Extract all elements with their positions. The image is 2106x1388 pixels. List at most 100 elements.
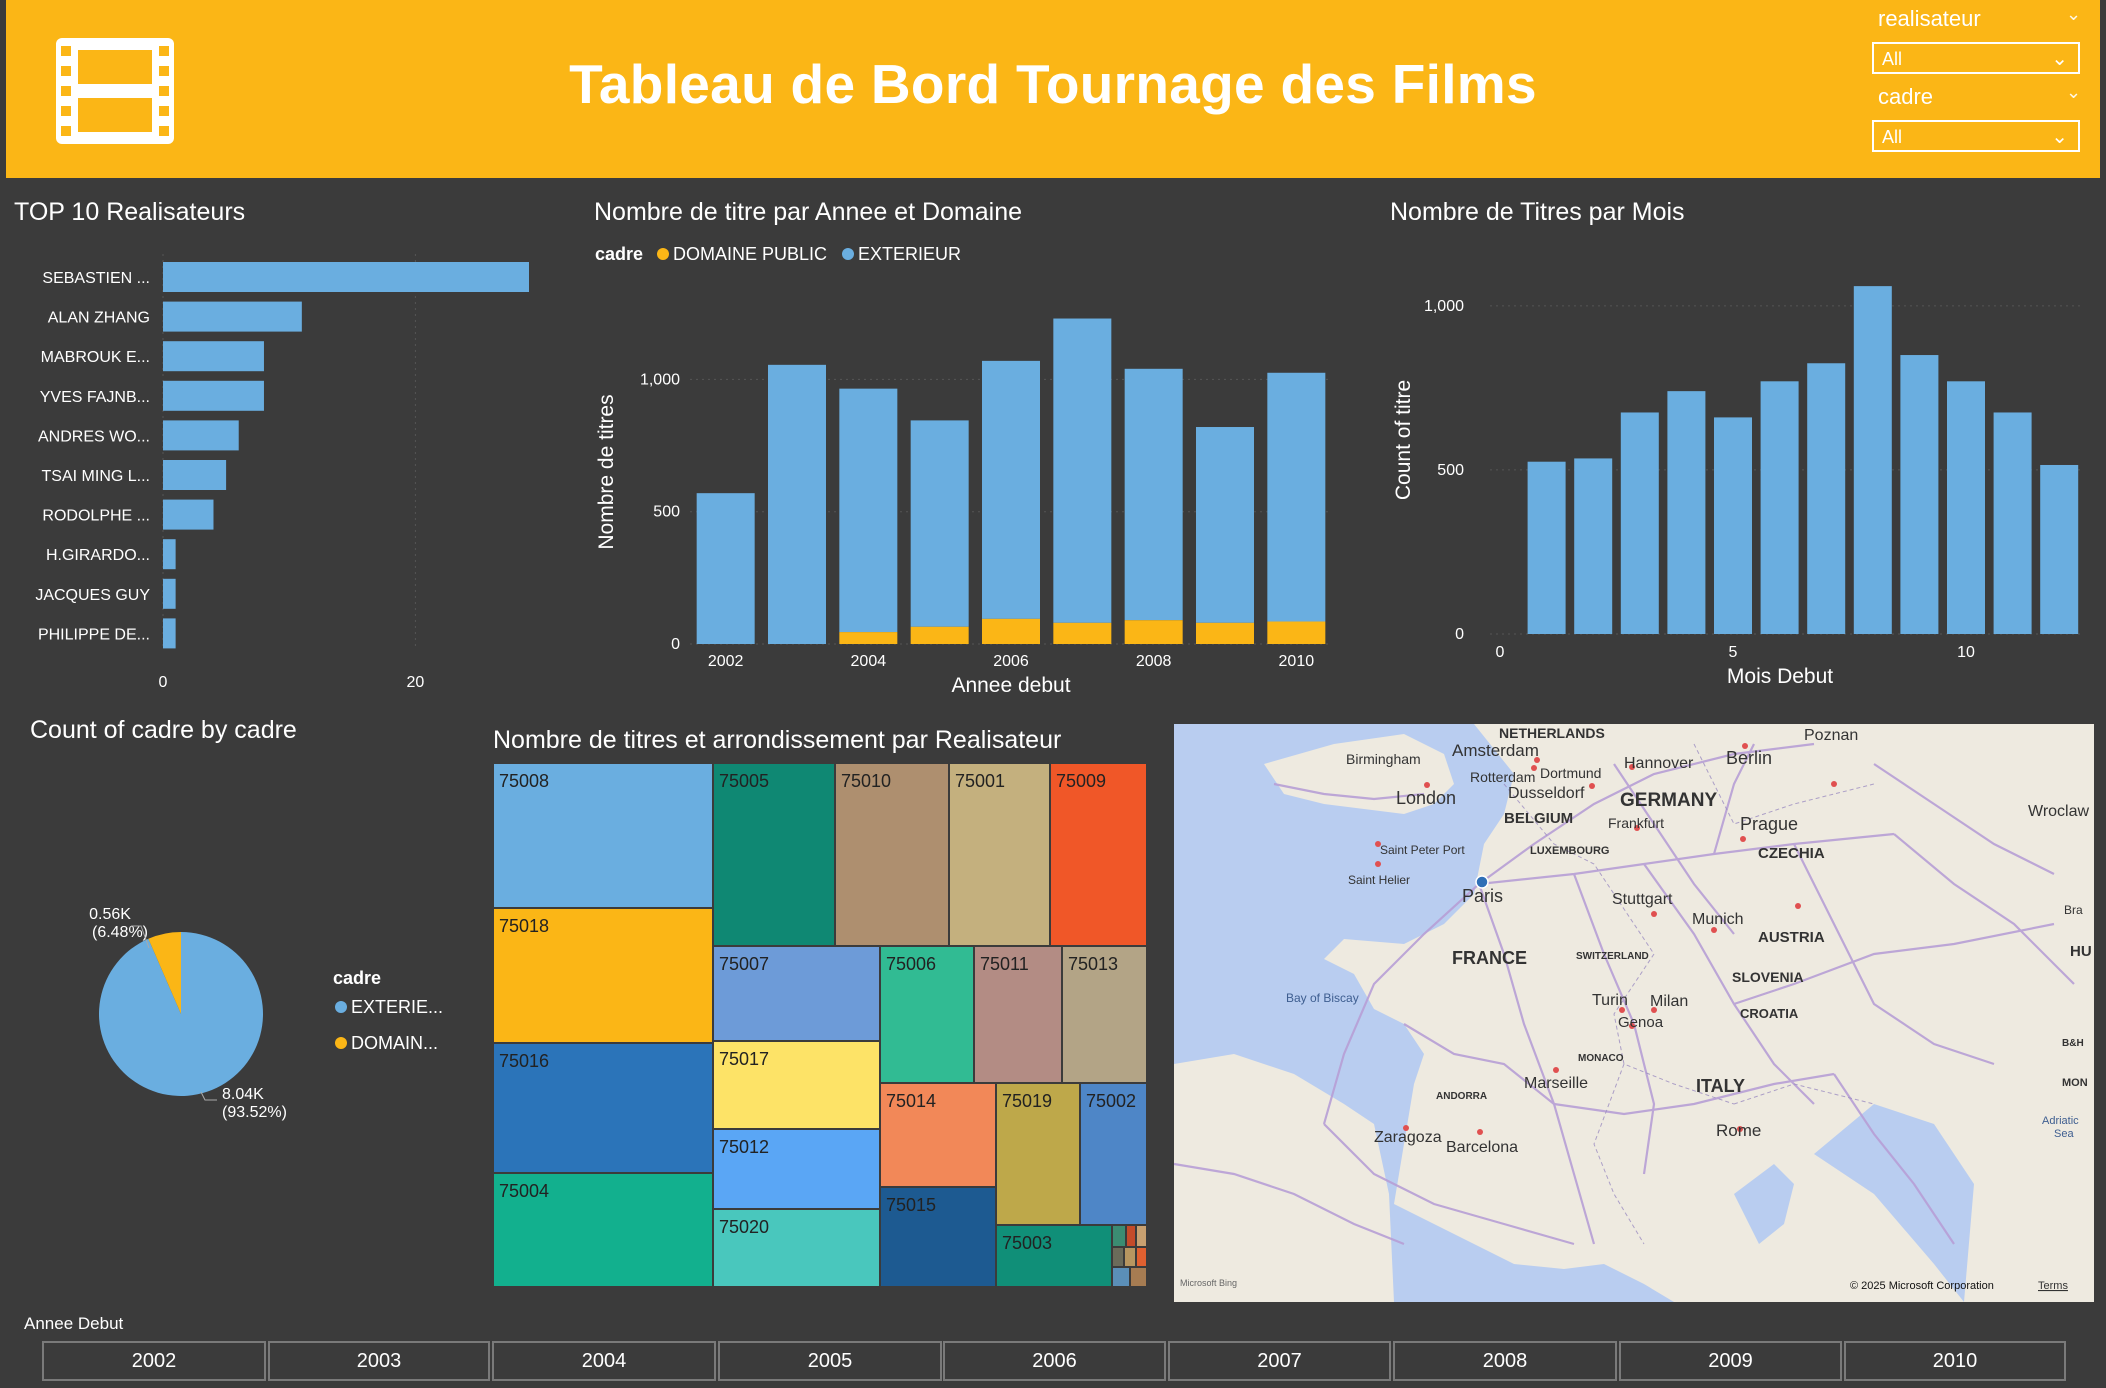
year-button[interactable]: 2004 bbox=[492, 1341, 716, 1381]
bar[interactable] bbox=[163, 499, 214, 530]
year-button[interactable]: 2009 bbox=[1619, 1341, 1842, 1381]
bar-domaine-public[interactable] bbox=[910, 626, 969, 644]
legend-item[interactable]: EXTERIEUR bbox=[858, 244, 961, 264]
treemap-tile[interactable] bbox=[712, 945, 881, 1042]
bar[interactable] bbox=[163, 618, 176, 649]
treemap-tile[interactable] bbox=[973, 945, 1063, 1084]
bar[interactable] bbox=[1527, 461, 1566, 634]
year-button[interactable]: 2006 bbox=[943, 1341, 1166, 1381]
pie-legend-exterieur[interactable]: EXTERIE... bbox=[351, 997, 443, 1017]
chevron-down-icon[interactable]: ⌄ bbox=[2066, 82, 2082, 102]
treemap-tile[interactable] bbox=[1123, 1246, 1137, 1268]
bar[interactable] bbox=[1760, 381, 1799, 634]
bar[interactable] bbox=[163, 262, 529, 292]
pie-legend-domaine[interactable]: DOMAIN... bbox=[351, 1033, 438, 1053]
realisateur-dropdown[interactable]: All ⌄ bbox=[1872, 42, 2080, 74]
bar[interactable] bbox=[1993, 412, 2032, 634]
treemap-tile[interactable] bbox=[712, 1040, 881, 1130]
bar[interactable] bbox=[1667, 391, 1706, 634]
bar[interactable] bbox=[1574, 458, 1613, 634]
bar[interactable] bbox=[163, 380, 264, 411]
treemap-tile[interactable] bbox=[1125, 1224, 1137, 1248]
month-bar-chart[interactable]: 0 500 1,000 0 5 10 Mois Debut Count of titre bbox=[1380, 240, 2100, 700]
treemap-tile[interactable] bbox=[712, 1128, 881, 1210]
bar-exterieur[interactable] bbox=[1124, 368, 1183, 621]
treemap-tile[interactable] bbox=[1111, 1266, 1131, 1287]
treemap-tile[interactable] bbox=[1135, 1224, 1147, 1248]
bar-exterieur[interactable] bbox=[696, 493, 755, 644]
bar[interactable] bbox=[1853, 286, 1892, 634]
bar-domaine-public[interactable] bbox=[1196, 622, 1254, 644]
map-label: BELGIUM bbox=[1504, 810, 1573, 827]
bar-exterieur[interactable] bbox=[1053, 318, 1112, 623]
map-label: Genoa bbox=[1618, 1014, 1664, 1031]
map-label: Saint Helier bbox=[1348, 873, 1410, 887]
bar-exterieur[interactable] bbox=[1196, 427, 1254, 623]
bar[interactable] bbox=[163, 301, 302, 332]
treemap-chart[interactable]: 75008 75018 75016 75004 75005 75010 7500… bbox=[493, 763, 1147, 1287]
treemap-tile[interactable] bbox=[1049, 763, 1147, 947]
bar[interactable] bbox=[1714, 417, 1752, 634]
bar-exterieur[interactable] bbox=[768, 364, 826, 644]
bar-domaine-public[interactable] bbox=[982, 618, 1040, 644]
bar[interactable] bbox=[2040, 464, 2079, 634]
bar[interactable] bbox=[163, 460, 227, 490]
bar[interactable] bbox=[1807, 363, 1846, 634]
legend-item[interactable]: DOMAINE PUBLIC bbox=[673, 244, 827, 264]
year-button[interactable]: 2003 bbox=[268, 1341, 490, 1381]
year-button[interactable]: 2007 bbox=[1168, 1341, 1391, 1381]
treemap-tile[interactable] bbox=[493, 907, 714, 1044]
map-label: AUSTRIA bbox=[1758, 929, 1825, 946]
pie-slice-domaine-public[interactable] bbox=[148, 932, 181, 1014]
year-button[interactable]: 2002 bbox=[42, 1341, 266, 1381]
treemap-tile[interactable] bbox=[879, 1186, 997, 1287]
year-button[interactable]: 2005 bbox=[718, 1341, 942, 1381]
cadre-dropdown[interactable]: All ⌄ bbox=[1872, 120, 2080, 152]
x-axis-title: Annee debut bbox=[951, 674, 1070, 697]
year-button[interactable]: 2010 bbox=[1844, 1341, 2066, 1381]
bar-exterieur[interactable] bbox=[839, 388, 898, 633]
treemap-tile[interactable] bbox=[1111, 1246, 1125, 1268]
map-data-point[interactable] bbox=[1475, 875, 1489, 889]
treemap-tile[interactable] bbox=[879, 945, 975, 1084]
treemap-tile[interactable] bbox=[1129, 1266, 1147, 1287]
bar[interactable] bbox=[1620, 412, 1659, 634]
map-label: SLOVENIA bbox=[1732, 969, 1804, 985]
treemap-tile[interactable] bbox=[1111, 1224, 1127, 1248]
map-visual[interactable]: NETHERLANDS Amsterdam Birmingham Rotterd… bbox=[1174, 724, 2094, 1302]
chevron-down-icon: ⌄ bbox=[2051, 126, 2068, 148]
bar-exterieur[interactable] bbox=[982, 360, 1040, 619]
map-label: Marseille bbox=[1524, 1075, 1588, 1092]
year-stacked-bar-chart[interactable]: cadre DOMAINE PUBLIC EXTERIEUR 0 500 1,000 200… bbox=[580, 240, 1350, 700]
bar-exterieur[interactable] bbox=[910, 420, 969, 627]
map-label: ITALY bbox=[1696, 1076, 1745, 1096]
bar[interactable] bbox=[163, 578, 176, 609]
bar[interactable] bbox=[1947, 381, 1985, 634]
treemap-tile[interactable] bbox=[995, 1224, 1113, 1287]
treemap-tile[interactable] bbox=[879, 1082, 997, 1188]
bar[interactable] bbox=[163, 341, 264, 372]
bar-domaine-public[interactable] bbox=[839, 632, 898, 644]
slicer-label-cadre: cadre bbox=[1878, 84, 1934, 109]
top10-bar-chart[interactable]: 0 20 SEBASTIEN ... ALAN ZHANG MABROUK E... YV… bbox=[0, 240, 560, 700]
chevron-down-icon[interactable]: ⌄ bbox=[2066, 4, 2082, 24]
treemap-tile[interactable] bbox=[493, 1172, 714, 1287]
treemap-tile[interactable] bbox=[834, 763, 950, 947]
bar-exterieur[interactable] bbox=[1267, 372, 1326, 622]
pie-small-percent: (6.48%) bbox=[92, 924, 148, 941]
bar-domaine-public[interactable] bbox=[1053, 622, 1112, 644]
bar[interactable] bbox=[163, 539, 176, 570]
map-canvas[interactable]: NETHERLANDS Amsterdam Birmingham Rotterd… bbox=[1174, 724, 2094, 1302]
bar[interactable] bbox=[163, 420, 239, 451]
map-terms-link[interactable]: Terms bbox=[2038, 1280, 2068, 1292]
treemap-tile[interactable] bbox=[1135, 1246, 1147, 1268]
treemap-tile[interactable] bbox=[1061, 945, 1147, 1084]
treemap-tile[interactable] bbox=[493, 763, 714, 909]
bar-domaine-public[interactable] bbox=[1267, 621, 1326, 644]
bar[interactable] bbox=[1900, 355, 1939, 634]
pie-chart[interactable]: 0.56K (6.48%) 8.04K (93.52%) cadre EXTER… bbox=[0, 760, 480, 1140]
year-button[interactable]: 2008 bbox=[1393, 1341, 1617, 1381]
bar-domaine-public[interactable] bbox=[1124, 620, 1183, 644]
map-label: Prague bbox=[1740, 814, 1798, 834]
header-banner: Tableau de Bord Tournage des Films reali… bbox=[6, 0, 2100, 178]
